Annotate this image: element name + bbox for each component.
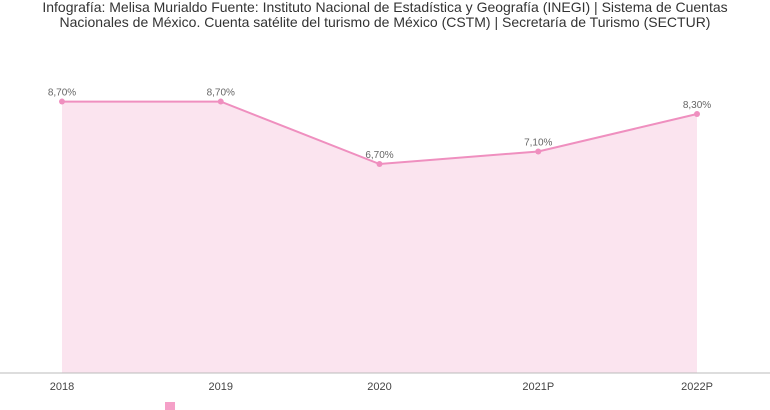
- data-point[interactable]: [694, 111, 700, 118]
- x-tick-label: 2018: [50, 381, 74, 393]
- data-point[interactable]: [376, 160, 383, 167]
- data-point[interactable]: [535, 148, 542, 155]
- legend-swatch: [165, 402, 175, 410]
- data-label: 6,70%: [365, 150, 393, 161]
- x-tick-label: 2020: [367, 381, 391, 393]
- data-label: 7,10%: [524, 137, 552, 148]
- data-point[interactable]: [217, 98, 224, 105]
- x-tick-label: 2021P: [522, 381, 554, 393]
- x-tick-label: 2022P: [681, 381, 713, 393]
- data-label: 8,70%: [48, 88, 76, 99]
- source-caption-line-1: Infografía: Melisa Murialdo Fuente: Inst…: [42, 0, 728, 15]
- data-label: 8,70%: [207, 88, 235, 99]
- data-label: 8,30%: [683, 100, 711, 111]
- series-area: [62, 101, 697, 373]
- source-caption: Infografía: Melisa Murialdo Fuente: Inst…: [0, 0, 770, 30]
- data-point[interactable]: [59, 98, 65, 105]
- x-tick-label: 2019: [209, 381, 233, 393]
- source-caption-line-2: Nacionales de México. Cuenta satélite de…: [59, 14, 711, 30]
- legend[interactable]: [165, 402, 179, 410]
